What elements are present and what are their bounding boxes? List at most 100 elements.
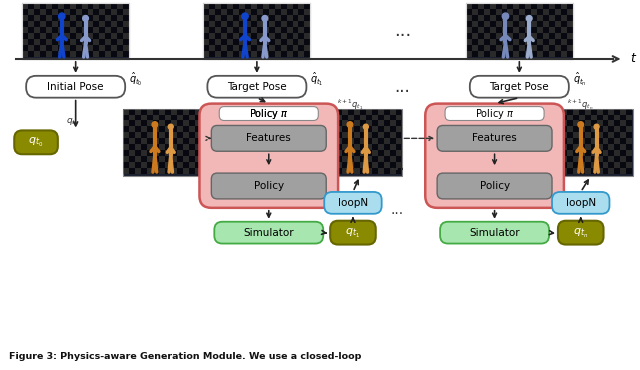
Bar [275, 21, 281, 27]
Bar [555, 51, 561, 57]
Bar [135, 150, 141, 156]
Bar [525, 9, 531, 15]
Bar [70, 21, 76, 27]
Bar [555, 144, 561, 150]
Bar [46, 15, 52, 21]
Bar [378, 144, 383, 150]
Bar [189, 150, 195, 156]
Bar [88, 15, 93, 21]
Bar [58, 45, 64, 51]
Bar [490, 39, 495, 45]
Bar [70, 33, 76, 39]
Bar [596, 144, 602, 150]
Bar [227, 15, 233, 21]
Bar [70, 51, 76, 57]
Bar [348, 127, 354, 132]
FancyBboxPatch shape [200, 104, 338, 208]
Bar [245, 9, 251, 15]
FancyBboxPatch shape [220, 107, 318, 121]
Bar [525, 51, 531, 57]
Bar [189, 168, 195, 174]
Bar [269, 3, 275, 9]
Bar [22, 3, 129, 59]
Bar [70, 45, 76, 51]
Bar [200, 150, 206, 156]
Bar [561, 150, 567, 156]
Bar [177, 132, 182, 138]
Bar [215, 3, 221, 9]
Bar [609, 121, 614, 127]
Bar [28, 39, 34, 45]
Bar [396, 168, 401, 174]
Bar [263, 51, 269, 57]
Circle shape [526, 16, 532, 21]
Bar [117, 15, 124, 21]
Bar [567, 121, 573, 127]
Bar [153, 108, 159, 115]
Bar [495, 21, 502, 27]
Bar [342, 138, 348, 144]
Bar [360, 144, 366, 150]
Bar [99, 21, 106, 27]
Bar [519, 15, 525, 21]
Bar [502, 27, 508, 33]
Bar [171, 121, 177, 127]
Bar [124, 127, 129, 132]
Bar [609, 162, 614, 168]
Bar [124, 51, 129, 57]
Bar [287, 45, 292, 51]
Bar [549, 108, 555, 115]
Text: Features: Features [472, 133, 517, 143]
Bar [159, 138, 164, 144]
Bar [531, 33, 537, 39]
Bar [129, 168, 135, 174]
Bar [177, 168, 182, 174]
Bar [195, 162, 200, 168]
Bar [159, 150, 164, 156]
Bar [182, 162, 189, 168]
Bar [549, 156, 555, 162]
Bar [76, 3, 82, 9]
Bar [585, 162, 591, 168]
Bar [305, 21, 310, 27]
Bar [466, 45, 472, 51]
FancyBboxPatch shape [211, 125, 326, 151]
Bar [620, 144, 627, 150]
Bar [141, 156, 147, 162]
Bar [124, 144, 129, 150]
Bar [567, 162, 573, 168]
Bar [281, 15, 287, 21]
Bar [106, 39, 111, 45]
Bar [111, 3, 117, 9]
Bar [251, 9, 257, 15]
Bar [305, 27, 310, 33]
Bar [555, 15, 561, 21]
Text: ...: ... [391, 203, 404, 217]
Bar [372, 156, 378, 162]
Bar [153, 132, 159, 138]
Bar [360, 132, 366, 138]
Bar [390, 156, 396, 162]
Bar [390, 121, 396, 127]
Bar [318, 144, 324, 150]
Bar [627, 121, 632, 127]
Bar [34, 3, 40, 9]
Bar [221, 27, 227, 33]
Bar [596, 138, 602, 144]
Bar [585, 156, 591, 162]
Bar [555, 27, 561, 33]
Bar [620, 168, 627, 174]
Bar [549, 162, 555, 168]
Bar [287, 21, 292, 27]
Bar [209, 15, 215, 21]
Bar [251, 39, 257, 45]
Bar [549, 144, 555, 150]
Bar [99, 15, 106, 21]
Bar [354, 121, 360, 127]
FancyBboxPatch shape [552, 192, 609, 214]
Bar [342, 115, 348, 121]
Bar [567, 3, 573, 9]
Text: Policy: Policy [479, 181, 509, 191]
Bar [549, 121, 555, 127]
Circle shape [502, 13, 509, 20]
